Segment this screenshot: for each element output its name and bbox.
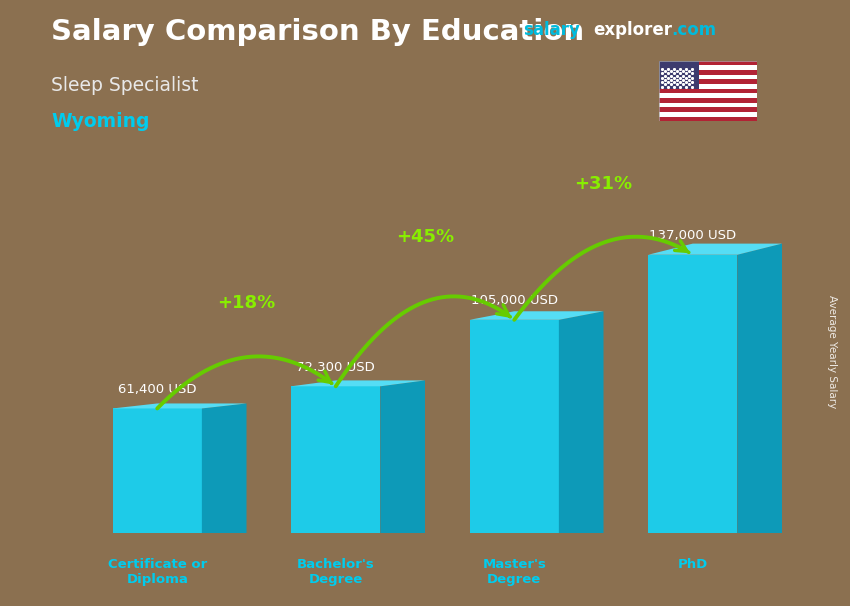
Text: 61,400 USD: 61,400 USD <box>118 383 196 396</box>
Text: Master's
Degree: Master's Degree <box>482 559 547 587</box>
Polygon shape <box>659 93 756 98</box>
Polygon shape <box>659 107 756 112</box>
Polygon shape <box>648 255 737 533</box>
Polygon shape <box>291 386 380 533</box>
Polygon shape <box>469 311 604 320</box>
Polygon shape <box>112 408 202 533</box>
Polygon shape <box>659 75 756 79</box>
Text: PhD: PhD <box>677 559 708 571</box>
Polygon shape <box>659 88 756 93</box>
Text: Sleep Specialist: Sleep Specialist <box>51 76 199 95</box>
Text: 105,000 USD: 105,000 USD <box>471 294 558 307</box>
Polygon shape <box>659 84 756 88</box>
Polygon shape <box>659 116 756 121</box>
Polygon shape <box>659 98 756 102</box>
Polygon shape <box>659 79 756 84</box>
Text: 72,300 USD: 72,300 USD <box>297 361 375 374</box>
Text: Average Yearly Salary: Average Yearly Salary <box>827 295 837 408</box>
Text: Bachelor's
Degree: Bachelor's Degree <box>297 559 375 587</box>
Text: Salary Comparison By Education: Salary Comparison By Education <box>51 18 584 46</box>
Text: +31%: +31% <box>575 175 632 193</box>
Polygon shape <box>380 381 425 533</box>
Text: +45%: +45% <box>396 228 454 246</box>
Polygon shape <box>469 320 559 533</box>
Polygon shape <box>659 112 756 116</box>
Polygon shape <box>659 65 756 70</box>
Polygon shape <box>659 61 700 88</box>
Text: salary: salary <box>523 21 580 39</box>
Polygon shape <box>648 244 782 255</box>
Polygon shape <box>737 244 782 533</box>
Polygon shape <box>291 381 425 386</box>
Text: explorer: explorer <box>593 21 672 39</box>
Polygon shape <box>202 404 246 533</box>
Text: 137,000 USD: 137,000 USD <box>649 229 736 242</box>
Polygon shape <box>659 70 756 75</box>
Text: .com: .com <box>672 21 717 39</box>
Text: Certificate or
Diploma: Certificate or Diploma <box>108 559 207 587</box>
Polygon shape <box>659 102 756 107</box>
Polygon shape <box>559 311 604 533</box>
Text: Wyoming: Wyoming <box>51 112 150 131</box>
Text: +18%: +18% <box>218 295 275 312</box>
Polygon shape <box>659 61 756 65</box>
Polygon shape <box>112 404 246 408</box>
